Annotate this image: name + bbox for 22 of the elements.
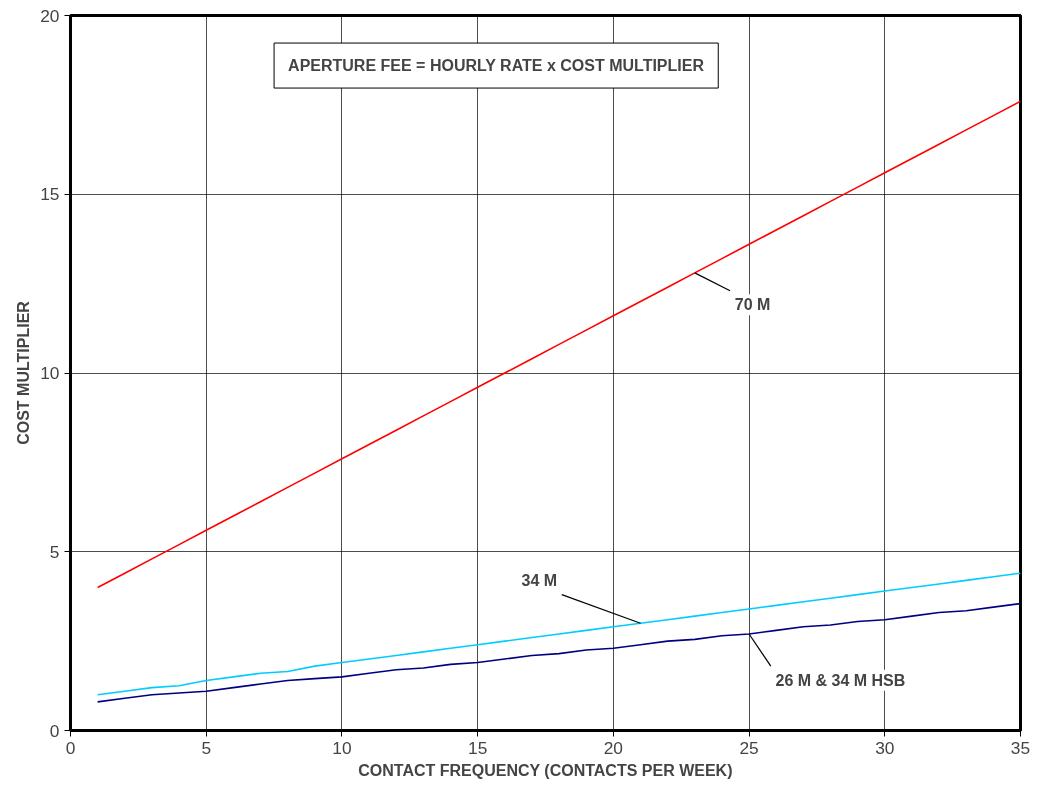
text: 70 M (734, 296, 771, 314)
text: APERTURE FEE = HOURLY RATE x COST MULTIPLIER (288, 57, 705, 75)
x-tick-label: 0 (65, 737, 76, 758)
line-series (96, 602, 1021, 703)
y-tick-label: 0 (49, 720, 60, 741)
x-tick-label: 30 (875, 737, 895, 758)
x-tick-label: 25 (739, 737, 759, 758)
y-tick-label: 10 (40, 363, 60, 383)
x-tick-label: 20 (603, 737, 623, 758)
x-tick-label: 15 (468, 737, 488, 758)
y-tick-label: 15 (40, 184, 60, 205)
x-tick-label: 10 (332, 737, 352, 758)
text: 26 M & 34 M HSB (775, 671, 906, 689)
y-axis-title: COST MULTIPLIER (15, 300, 33, 445)
line-series (96, 100, 1021, 589)
x-tick-label: 5 (201, 737, 212, 758)
line-series (96, 572, 1021, 696)
text: 34 M (521, 572, 558, 590)
x-axis-title: CONTACT FREQUENCY (CONTACTS PER WEEK) (358, 761, 733, 779)
y-tick-label: 20 (40, 5, 60, 26)
y-tick-label: 5 (49, 541, 60, 562)
x-tick-label: 35 (1010, 737, 1031, 758)
